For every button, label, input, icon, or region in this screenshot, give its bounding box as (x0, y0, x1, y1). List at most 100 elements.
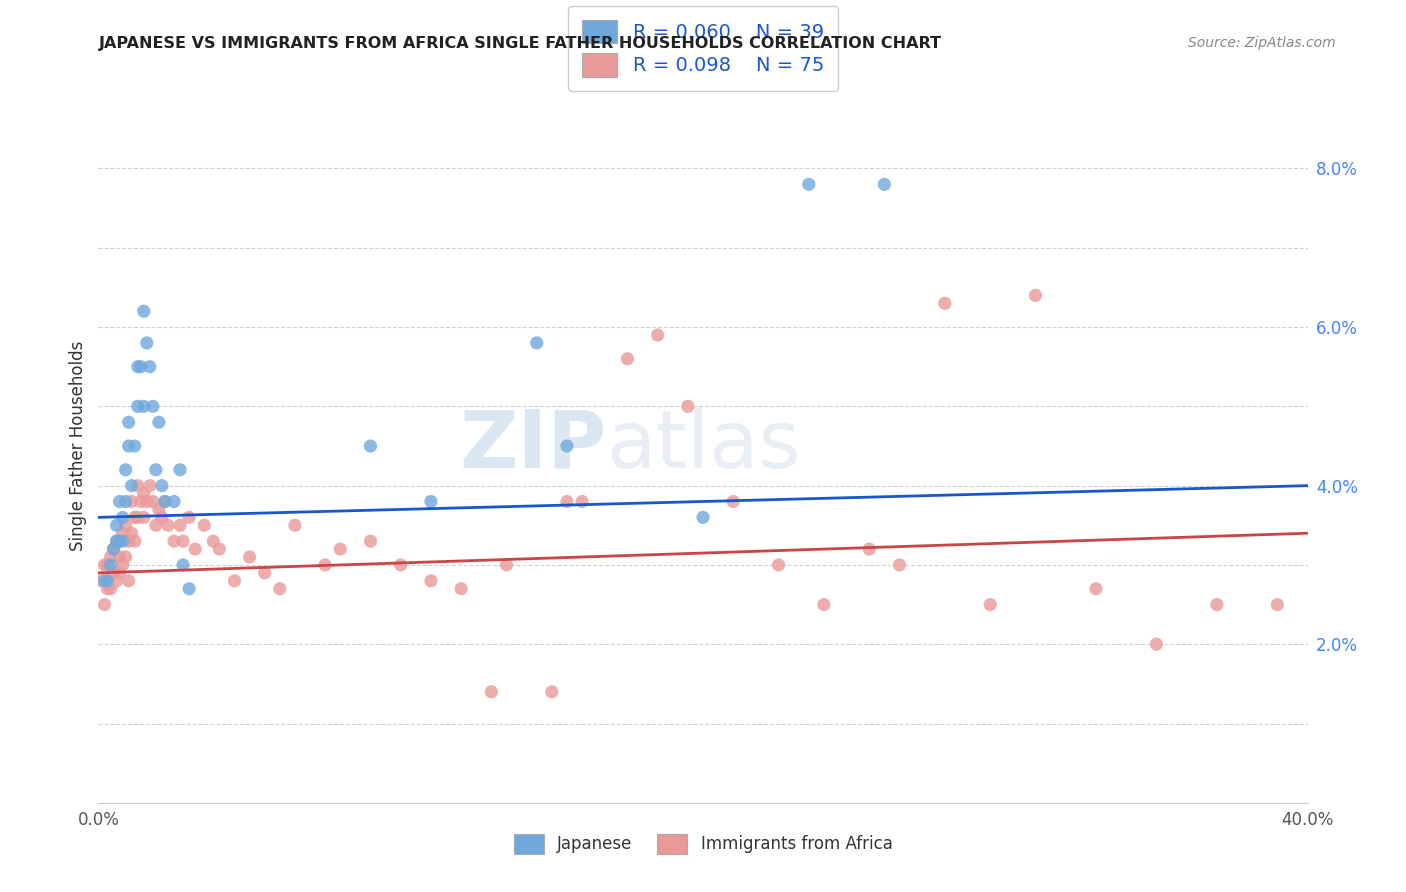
Point (118, 574, 141, 588)
Point (647, 328, 669, 343)
Point (96, 574, 118, 588)
Point (96, 582, 118, 596)
Point (420, 494, 443, 508)
Y-axis label: Single Father Households: Single Father Households (69, 341, 87, 551)
Text: JAPANESE VS IMMIGRANTS FROM AFRICA SINGLE FATHER HOUSEHOLDS CORRELATION CHART: JAPANESE VS IMMIGRANTS FROM AFRICA SINGL… (98, 36, 942, 51)
Point (127, 400, 149, 414)
Point (540, 685, 562, 699)
Point (723, 494, 745, 508)
Point (450, 582, 472, 596)
Point (813, 598, 835, 612)
Point (139, 359, 162, 374)
Point (127, 359, 149, 374)
Point (224, 574, 246, 588)
Point (93, 574, 115, 588)
Point (127, 478, 149, 492)
Point (208, 542, 231, 557)
Point (135, 335, 157, 350)
Point (139, 478, 162, 492)
Point (172, 558, 194, 572)
Point (114, 463, 136, 477)
Point (314, 558, 336, 572)
Point (360, 534, 382, 549)
Text: atlas: atlas (606, 407, 800, 485)
Point (284, 518, 307, 533)
Point (93, 598, 115, 612)
Point (111, 526, 134, 541)
Point (150, 478, 173, 492)
Point (90, 574, 112, 588)
Point (202, 534, 225, 549)
Point (96, 558, 118, 572)
Point (571, 494, 593, 508)
Point (105, 574, 128, 588)
Point (129, 359, 152, 374)
Point (132, 510, 155, 524)
Point (114, 549, 136, 564)
Point (676, 400, 699, 414)
Point (108, 566, 131, 580)
Point (555, 439, 578, 453)
Point (132, 400, 155, 414)
Point (979, 598, 1001, 612)
Point (100, 582, 122, 596)
Point (193, 518, 215, 533)
Point (495, 558, 517, 572)
Point (526, 335, 548, 350)
Point (148, 415, 170, 429)
Point (103, 542, 125, 557)
Point (105, 534, 128, 549)
Point (135, 494, 157, 508)
Point (100, 558, 122, 572)
Point (172, 534, 194, 549)
Point (329, 542, 352, 557)
Point (150, 510, 173, 524)
Point (105, 518, 128, 533)
Point (1267, 598, 1289, 612)
Point (108, 534, 131, 549)
Point (145, 463, 167, 477)
Point (153, 494, 176, 508)
Point (142, 494, 165, 508)
Point (103, 566, 125, 580)
Point (153, 494, 176, 508)
Point (111, 510, 134, 524)
Legend: Japanese, Immigrants from Africa: Japanese, Immigrants from Africa (502, 822, 904, 866)
Point (114, 494, 136, 508)
Point (132, 486, 155, 500)
Point (389, 558, 412, 572)
Point (142, 400, 165, 414)
Point (111, 558, 134, 572)
Point (118, 439, 141, 453)
Point (1024, 288, 1046, 302)
Point (889, 558, 911, 572)
Point (1144, 637, 1167, 651)
Point (124, 439, 146, 453)
Point (873, 178, 896, 192)
Point (169, 518, 191, 533)
Point (797, 178, 820, 192)
Point (108, 549, 131, 564)
Point (121, 478, 143, 492)
Point (169, 463, 191, 477)
Point (184, 542, 207, 557)
Point (253, 566, 276, 580)
Point (156, 518, 179, 533)
Point (420, 574, 443, 588)
Point (103, 542, 125, 557)
Point (239, 549, 262, 564)
Text: Source: ZipAtlas.com: Source: ZipAtlas.com (1188, 36, 1336, 50)
Point (127, 510, 149, 524)
Point (163, 494, 186, 508)
Point (145, 518, 167, 533)
Point (114, 518, 136, 533)
Point (934, 296, 956, 310)
Point (100, 549, 122, 564)
Point (118, 415, 141, 429)
Point (269, 582, 291, 596)
Point (118, 534, 141, 549)
Point (555, 494, 578, 508)
Point (148, 502, 170, 516)
Point (481, 685, 503, 699)
Point (360, 439, 382, 453)
